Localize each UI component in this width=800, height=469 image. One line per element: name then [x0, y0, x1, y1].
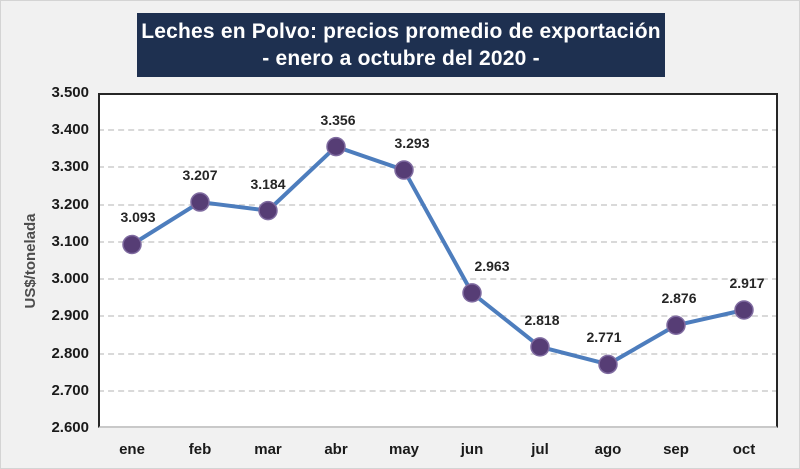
data-label-ene: 3.093 — [120, 209, 156, 226]
gridline — [98, 278, 778, 281]
line-chart-svg — [122, 136, 754, 375]
data-label-sep: 2.876 — [661, 290, 697, 307]
y-tick-label: 2.700 — [51, 381, 89, 399]
y-tick-label: 3.200 — [51, 195, 89, 213]
gridline — [98, 203, 778, 206]
y-tick-label: 2.800 — [51, 344, 89, 362]
x-tick-label: jul — [531, 441, 549, 458]
x-tick-label: may — [388, 441, 420, 458]
gridline — [98, 166, 778, 169]
gridline — [98, 129, 778, 132]
data-point-may — [394, 160, 414, 180]
y-tick-label: 2.900 — [51, 307, 89, 325]
data-label-oct: 2.917 — [729, 275, 765, 291]
x-tick-label: feb — [188, 441, 212, 458]
data-label-ago: 2.771 — [586, 329, 622, 346]
x-tick-label: jun — [460, 441, 484, 458]
data-point-jun — [462, 283, 482, 303]
gridline — [98, 240, 778, 243]
data-label-feb: 3.207 — [182, 167, 218, 184]
x-tick-label: abr — [324, 441, 348, 458]
y-tick-label: 3.100 — [51, 232, 89, 250]
chart-title-line1: Leches en Polvo: precios promedio de exp… — [141, 20, 661, 43]
data-label-jul: 2.818 — [524, 311, 560, 328]
y-tick-label: 3.500 — [51, 84, 89, 101]
x-tick-label: mar — [254, 441, 282, 458]
y-tick-label: 3.400 — [51, 121, 89, 139]
data-point-sep — [666, 315, 686, 336]
y-axis-ticks: 3.500 3.400 3.300 3.200 3.100 3.000 2.900 2.800… — [1, 84, 89, 436]
data-point-ago — [598, 354, 618, 375]
y-tick-label: 3.000 — [51, 270, 89, 288]
gridline — [98, 389, 778, 392]
chart-title-banner: Leches en Polvo: precios promedio de exp… — [137, 13, 665, 77]
data-point-feb — [190, 192, 210, 212]
data-point-abr — [326, 136, 346, 157]
y-tick-label: 3.300 — [51, 158, 89, 176]
data-label-mar: 3.184 — [250, 175, 286, 192]
gridline — [98, 352, 778, 355]
data-label-abr: 3.356 — [320, 111, 356, 128]
price-line — [130, 144, 746, 367]
x-tick-label: ago — [594, 441, 622, 458]
data-label-jun: 2.963 — [474, 257, 510, 274]
x-tick-label: sep — [663, 441, 689, 458]
gridline — [98, 315, 778, 318]
data-point-mar — [258, 200, 278, 221]
data-point-ene — [122, 234, 142, 255]
plot-area: 3.093 3.207 3.184 3.356 3.293 2.963 2.818 2.771… — [98, 93, 778, 428]
x-axis-labels: ene feb mar abr may jun jul ago sep oct — [98, 439, 778, 461]
x-tick-label: ene — [119, 441, 145, 458]
data-label-may: 3.293 — [394, 135, 430, 152]
chart-title-line2: - enero a octubre del 2020 - — [262, 47, 540, 70]
y-tick-label: 2.600 — [51, 419, 89, 436]
x-tick-label: oct — [732, 441, 756, 458]
data-point-jul — [530, 337, 550, 357]
data-point-oct — [734, 300, 754, 320]
